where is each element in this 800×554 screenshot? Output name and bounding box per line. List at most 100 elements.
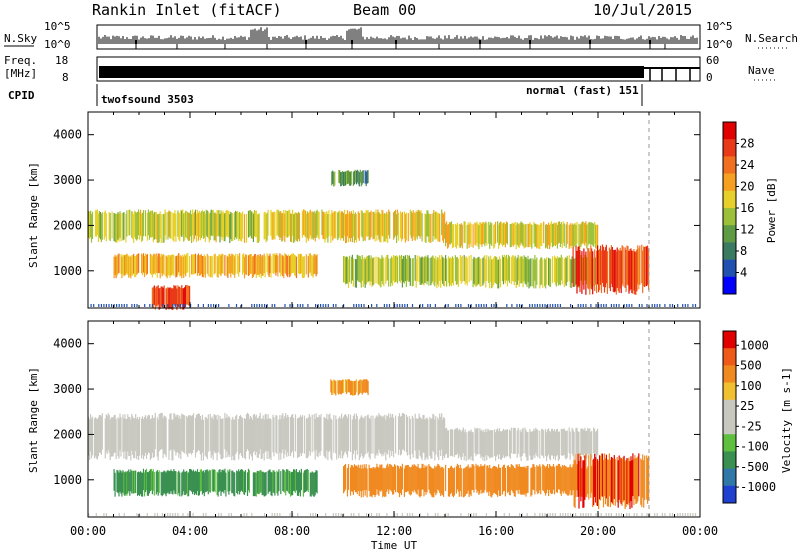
range-time-cell (197, 212, 199, 241)
range-time-cell (404, 465, 406, 493)
range-time-cell (397, 466, 400, 494)
range-time-cell (533, 259, 535, 289)
range-time-cell (345, 379, 347, 393)
range-time-cell (401, 463, 403, 490)
range-time-cell (498, 259, 500, 289)
range-time-cell (498, 431, 500, 460)
range-time-cell (148, 212, 150, 240)
range-time-cell (437, 213, 439, 242)
range-time-cell (189, 285, 191, 306)
range-time-cell (222, 418, 224, 459)
range-time-cell (168, 254, 170, 276)
range-time-cell (537, 224, 539, 248)
range-time-cell (646, 304, 648, 307)
range-time-cell (159, 256, 161, 279)
range-time-cell (545, 467, 547, 496)
range-time-cell (552, 513, 554, 516)
colorbar-segment (723, 276, 736, 295)
range-time-cell (188, 213, 190, 241)
colorbar-tick-label: -25 (740, 419, 762, 433)
range-time-cell (278, 469, 280, 492)
range-time-cell (461, 224, 463, 249)
range-time-cell (613, 455, 615, 500)
colorbar-segment (723, 208, 736, 226)
range-time-cell (429, 214, 431, 243)
range-time-cell (546, 257, 548, 285)
range-time-cell (178, 212, 180, 240)
range-time-cell (349, 171, 352, 186)
range-time-cell (353, 413, 355, 451)
range-time-cell (368, 513, 370, 516)
range-time-cell (598, 304, 600, 307)
range-time-cell (392, 258, 394, 286)
range-time-cell (162, 214, 164, 243)
range-time-cell (427, 419, 429, 460)
range-time-cell (508, 467, 510, 495)
range-time-cell (128, 469, 130, 492)
range-time-cell (397, 212, 400, 241)
range-time-cell (430, 257, 432, 286)
range-time-cell (366, 379, 368, 393)
range-time-cell (339, 380, 341, 394)
range-time-cell (126, 304, 128, 307)
range-time-cell (555, 222, 557, 245)
range-time-cell (122, 254, 124, 275)
range-time-cell (500, 431, 503, 460)
range-time-cell (497, 428, 499, 455)
range-time-cell (370, 255, 372, 282)
range-time-cell (487, 465, 489, 492)
range-time-cell (412, 465, 414, 493)
range-time-cell (311, 255, 313, 277)
range-time-cell (583, 460, 585, 508)
range-time-cell (394, 211, 396, 238)
range-time-cell (201, 415, 203, 453)
range-time-cell (440, 417, 442, 456)
range-time-cell (251, 513, 253, 516)
range-time-cell (489, 430, 491, 459)
range-time-cell (184, 415, 186, 454)
range-time-cell (534, 513, 536, 516)
range-time-cell (197, 304, 199, 307)
range-time-cell (483, 222, 485, 244)
range-time-cell (555, 429, 557, 457)
range-time-cell (475, 304, 477, 307)
range-time-cell (616, 247, 618, 288)
range-time-cell (565, 431, 567, 460)
range-time-cell (144, 415, 147, 453)
range-time-cell (310, 472, 312, 497)
range-time-cell (375, 256, 377, 284)
range-time-cell (108, 415, 110, 453)
range-time-cell (463, 468, 465, 497)
range-time-cell (151, 210, 153, 237)
range-time-cell (358, 380, 360, 395)
range-time-cell (528, 223, 530, 248)
range-time-cell (163, 285, 165, 306)
range-time-cell (372, 212, 374, 240)
range-time-cell (534, 466, 536, 495)
range-time-cell (432, 468, 434, 498)
range-time-cell (439, 413, 441, 451)
range-time-cell (601, 244, 604, 283)
range-time-cell (312, 212, 314, 240)
range-time-cell (343, 379, 345, 394)
range-time-cell (437, 417, 439, 457)
range-time-cell (396, 255, 398, 282)
range-time-cell (88, 416, 90, 456)
range-time-cell (282, 469, 284, 491)
range-time-cell (443, 417, 445, 457)
range-time-cell (283, 209, 285, 236)
range-time-cell (189, 415, 191, 454)
range-time-cell (202, 211, 204, 239)
range-time-cell (615, 304, 617, 307)
range-time-cell (336, 419, 338, 460)
range-time-cell (577, 453, 579, 497)
range-time-cell (520, 256, 522, 284)
range-time-cell (472, 224, 474, 248)
range-time-cell (479, 222, 481, 245)
range-time-cell (339, 170, 341, 184)
range-time-cell (560, 467, 562, 496)
range-time-cell (393, 212, 395, 240)
range-time-cell (276, 253, 278, 273)
range-time-cell (364, 259, 366, 288)
range-time-cell (590, 222, 592, 246)
